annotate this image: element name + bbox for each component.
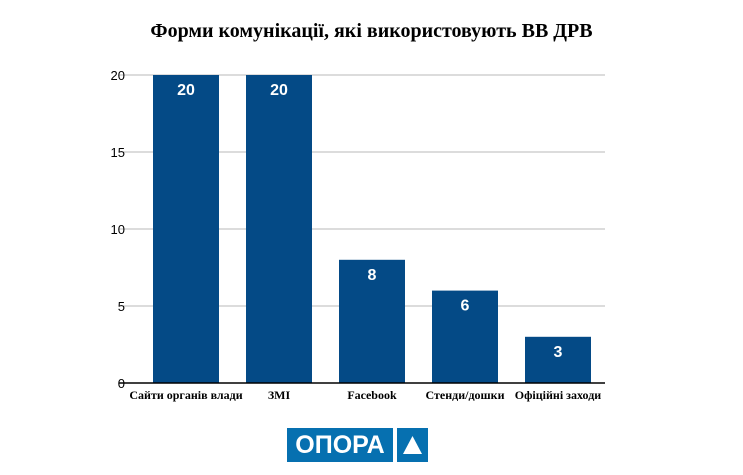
y-tick-label: 10: [111, 222, 125, 237]
data-label: 3: [554, 344, 563, 361]
y-tick-label: 15: [111, 145, 125, 160]
y-tick-label: 5: [118, 299, 125, 314]
bar: [339, 259, 405, 383]
x-tick-label: Сайти органів влади: [129, 388, 242, 402]
x-tick-label: Офіційні заходи: [515, 388, 601, 402]
opora-logo-triangle-icon: [397, 428, 428, 462]
x-tick-label: Facebook: [347, 388, 397, 402]
data-label: 20: [270, 82, 288, 99]
bar: [153, 75, 219, 383]
x-tick-label: ЗМІ: [268, 388, 291, 402]
data-label: 20: [177, 82, 195, 99]
chart-title: Форми комунікації, які використовують ВВ…: [150, 20, 593, 42]
data-label: 6: [461, 298, 470, 315]
x-tick-label: Стенди/дошки: [426, 388, 505, 402]
bar: [525, 336, 591, 383]
bar: [432, 290, 498, 383]
bar: [246, 75, 312, 383]
data-label: 8: [368, 267, 377, 284]
y-tick-label: 20: [111, 68, 125, 83]
opora-logo-text: ОПОРА: [287, 428, 393, 462]
